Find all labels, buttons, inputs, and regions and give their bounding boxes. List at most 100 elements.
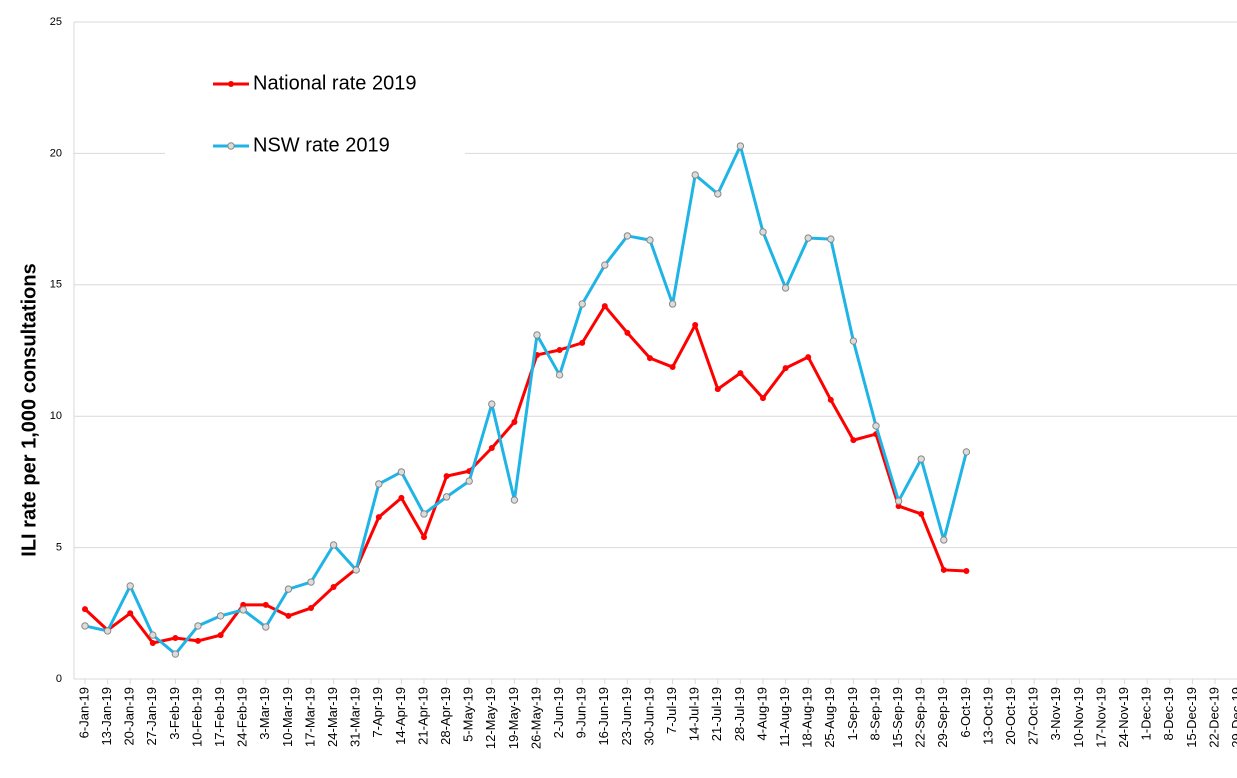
point (127, 610, 134, 617)
x-tick-label: 19-May-19 (506, 687, 521, 749)
point (217, 632, 224, 639)
point (511, 418, 518, 425)
point (962, 448, 971, 456)
point (533, 331, 541, 339)
x-tick-label: 16-Jun-19 (596, 687, 611, 746)
x-tick-label: 1-Dec-19 (1139, 687, 1154, 740)
point (443, 473, 450, 480)
x-tick-label: 25-Aug-19 (822, 687, 837, 748)
x-tick-label: 21-Jul-19 (709, 687, 724, 741)
point (647, 355, 653, 362)
y-tick-label: 10 (50, 410, 62, 422)
point (918, 510, 925, 517)
y-tick-label: 0 (56, 673, 62, 685)
point (623, 232, 632, 240)
point (872, 422, 880, 430)
point (329, 541, 338, 549)
x-tick-label: 29-Sep-19 (935, 687, 950, 748)
series-line (83, 304, 967, 645)
x-tick-label: 7-Jul-19 (664, 687, 679, 734)
point (195, 637, 201, 644)
point (601, 261, 609, 269)
point (556, 346, 563, 353)
point (963, 567, 970, 574)
y-tick-label: 25 (50, 16, 62, 28)
point (849, 337, 858, 345)
x-tick-label: 24-Nov-19 (1116, 687, 1131, 748)
x-tick-label: 15-Dec-19 (1184, 687, 1199, 748)
x-tick-label: 13-Jan-19 (99, 687, 114, 746)
point (691, 171, 699, 179)
x-tick-label: 13-Oct-19 (980, 687, 995, 745)
x-tick-label: 17-Mar-19 (302, 687, 317, 747)
x-tick-label: 17-Nov-19 (1093, 687, 1108, 748)
x-tick-label: 24-Feb-19 (235, 687, 250, 747)
x-tick-label: 27-Jan-19 (144, 687, 159, 746)
point (149, 631, 157, 639)
point (624, 329, 631, 336)
point (172, 635, 179, 642)
x-tick-label: 3-Nov-19 (1048, 687, 1063, 740)
x-tick-label: 24-Mar-19 (325, 687, 340, 747)
point (149, 639, 156, 646)
point (171, 650, 180, 658)
y-tick-label: 20 (50, 147, 62, 159)
x-tick-label: 17-Feb-19 (212, 687, 227, 747)
point (601, 303, 608, 310)
x-tick-label: 6-Jan-19 (76, 687, 91, 738)
point (736, 142, 745, 150)
point (940, 536, 948, 544)
point (714, 190, 722, 198)
x-tick-label: 1-Sep-19 (845, 687, 860, 740)
point (940, 566, 947, 573)
point (760, 395, 766, 402)
point (239, 606, 247, 614)
point (465, 477, 473, 485)
y-tick-label: 15 (50, 279, 62, 291)
point (488, 444, 495, 451)
x-tick-label: 10-Nov-19 (1071, 687, 1086, 748)
point (81, 622, 89, 630)
point (421, 534, 427, 541)
point (805, 354, 812, 361)
x-tick-label: 5-May-19 (461, 687, 476, 742)
point (216, 612, 225, 620)
point (646, 236, 654, 244)
x-tick-label: 8-Dec-19 (1161, 687, 1176, 740)
series-line (84, 144, 968, 656)
x-tick-label: 28-Jul-19 (732, 687, 747, 741)
legend-label: NSW rate 2019 (253, 134, 390, 156)
point (827, 235, 835, 243)
x-tick-label: 30-Jun-19 (641, 687, 656, 746)
point (375, 480, 383, 488)
point (330, 584, 337, 591)
point (488, 400, 496, 408)
point (804, 234, 812, 242)
x-tick-label: 9-Jun-19 (574, 687, 589, 738)
legend-label: National rate 2019 (253, 72, 416, 94)
x-tick-label: 20-Oct-19 (1003, 687, 1018, 745)
point (285, 612, 292, 619)
x-tick-label: 22-Dec-19 (1206, 687, 1221, 748)
x-tick-label: 29-Dec-19 (1229, 687, 1237, 748)
point (126, 582, 134, 590)
point (284, 585, 293, 593)
point (668, 300, 677, 308)
y-axis-label: ILI rate per 1,000 consultations (18, 263, 40, 556)
point (850, 437, 857, 444)
point (375, 514, 382, 521)
point (262, 623, 270, 631)
point (397, 468, 406, 476)
x-tick-label: 23-Jun-19 (619, 687, 634, 746)
point (579, 339, 586, 346)
point (398, 494, 405, 501)
x-tick-label: 11-Aug-19 (777, 687, 792, 747)
x-tick-label: 3-Mar-19 (257, 687, 272, 740)
x-tick-label: 14-Apr-19 (393, 687, 408, 745)
x-tick-label: 6-Oct-19 (958, 687, 973, 738)
point (759, 228, 767, 236)
point (82, 606, 88, 613)
x-tick-label: 15-Sep-19 (890, 687, 905, 748)
x-tick-label: 8-Sep-19 (867, 687, 882, 740)
